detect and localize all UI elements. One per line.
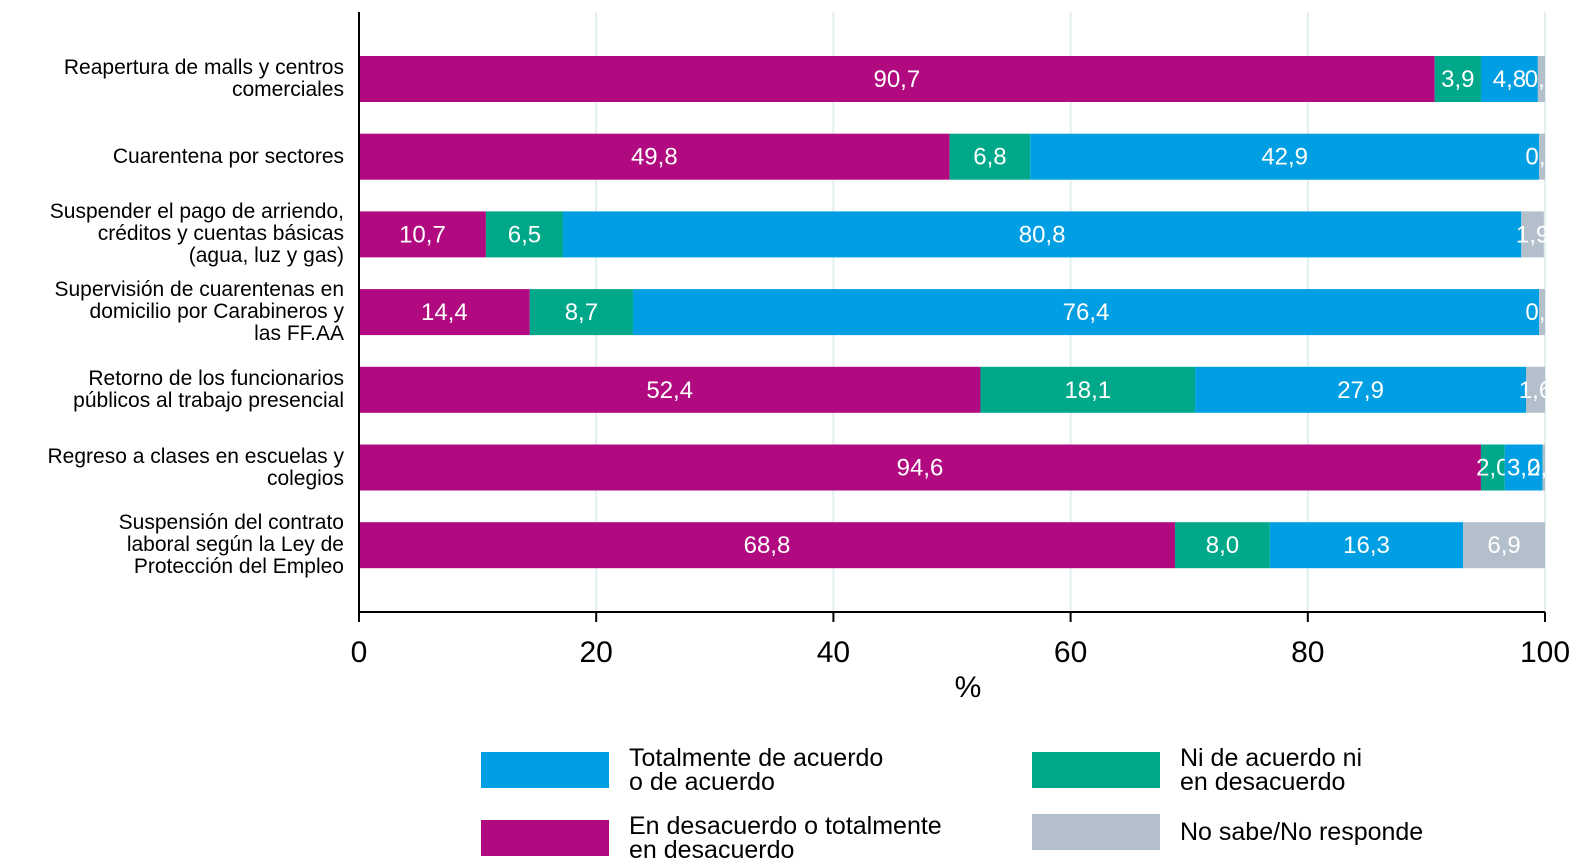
bar-segment bbox=[632, 289, 1540, 336]
category-label: Reapertura de malls y centros comerciale… bbox=[63, 56, 344, 101]
bar-segment bbox=[1030, 133, 1540, 180]
bar-segment bbox=[485, 211, 563, 258]
bar-value-label: 76,4 bbox=[1063, 299, 1110, 326]
bar-value-label: 27,9 bbox=[1337, 377, 1384, 404]
bar-value-label: 90,7 bbox=[873, 66, 920, 93]
bar-value-label: 52,4 bbox=[646, 377, 693, 404]
bar-segment bbox=[359, 366, 981, 413]
bar-segment bbox=[1539, 133, 1545, 180]
bar-segment bbox=[1537, 56, 1545, 102]
category-label: Regreso a clases en escuelas y colegios bbox=[47, 444, 345, 490]
bar-segment bbox=[359, 211, 486, 258]
x-tick-label: 60 bbox=[1054, 636, 1087, 669]
bar-value-label: 14,4 bbox=[421, 299, 468, 326]
bar-segment bbox=[1269, 522, 1464, 569]
bar-segment bbox=[562, 211, 1522, 258]
bar-value-label: 18,1 bbox=[1064, 377, 1111, 404]
bar-value-label: 94,6 bbox=[897, 455, 944, 482]
bar-segment bbox=[1521, 211, 1544, 258]
bar-segment bbox=[1174, 522, 1270, 569]
bar-segment bbox=[1539, 289, 1545, 336]
category-label: Cuarentena por sectores bbox=[112, 144, 344, 168]
x-tick-label: 0 bbox=[351, 636, 368, 669]
bar-value-label: 2,0 bbox=[1476, 455, 1509, 482]
category-label: Suspensión del contrato laboral según la… bbox=[118, 511, 344, 579]
bar-value-label: 3,2 bbox=[1507, 455, 1540, 482]
bar-segment bbox=[529, 289, 633, 336]
bar-segment bbox=[1526, 366, 1545, 413]
bar-value-label: 10,7 bbox=[399, 221, 446, 248]
bar-segment bbox=[1542, 444, 1545, 491]
bar-value-label: 49,8 bbox=[631, 144, 678, 171]
bar-value-label: 6,5 bbox=[508, 221, 541, 248]
bar-value-label: 8,0 bbox=[1206, 532, 1239, 559]
bar-value-label: 1,9 bbox=[1516, 221, 1549, 248]
bar-value-label: 6,8 bbox=[973, 144, 1006, 171]
bar-segment bbox=[1480, 444, 1505, 491]
bar-value-label: 80,8 bbox=[1019, 221, 1066, 248]
bar-segment bbox=[1195, 366, 1527, 413]
bar-value-label: 3,9 bbox=[1441, 66, 1474, 93]
bar-value-label: 1,6 bbox=[1519, 377, 1552, 404]
category-label: Supervisión de cuarentenas en domicilio … bbox=[54, 278, 344, 346]
bar-value-label: 0,2 bbox=[1527, 455, 1560, 482]
bar-segment bbox=[1463, 522, 1545, 569]
x-axis-label: % bbox=[955, 671, 982, 704]
x-tick-labels: 0 20 40 60 80 100 bbox=[351, 636, 1570, 669]
bar-segment bbox=[1480, 56, 1538, 102]
category-label: Suspender el pago de arriendo, créditos … bbox=[49, 200, 344, 268]
bar-segment bbox=[980, 366, 1196, 413]
bar-value-label: 0,5 bbox=[1525, 299, 1558, 326]
category-label: Retorno de los funcionarios públicos al … bbox=[73, 366, 344, 412]
bar-segment bbox=[949, 133, 1031, 180]
bar-value-label: 8,7 bbox=[565, 299, 598, 326]
x-tick-label: 80 bbox=[1291, 636, 1324, 669]
axes bbox=[358, 12, 1546, 622]
bar-value-label: 42,9 bbox=[1261, 144, 1308, 171]
bar-segment bbox=[1504, 444, 1543, 491]
x-tick-label: 20 bbox=[580, 636, 613, 669]
bar-segment bbox=[359, 522, 1175, 569]
bar-value-label: 6,9 bbox=[1487, 532, 1520, 559]
x-tick-label: 100 bbox=[1520, 636, 1570, 669]
bars: 90,7 3,9 4,80,6 49,8 6,8 42,9 0,5 10,7 6,5 80,8 1,… bbox=[359, 56, 1561, 569]
bar-segment bbox=[359, 133, 950, 180]
bar-segment bbox=[359, 289, 530, 336]
bar-segment bbox=[1434, 56, 1481, 102]
bar-value-label: 16,3 bbox=[1343, 532, 1390, 559]
bar-value-label: 68,8 bbox=[744, 532, 791, 559]
bar-value-label: 4,8 bbox=[1493, 66, 1526, 93]
bar-value-label: 0,6 bbox=[1525, 66, 1558, 93]
bar-segment bbox=[359, 56, 1435, 102]
x-tick-label: 40 bbox=[817, 636, 850, 669]
bar-segment bbox=[359, 444, 1481, 491]
bar-value-label: 0,5 bbox=[1525, 144, 1558, 171]
